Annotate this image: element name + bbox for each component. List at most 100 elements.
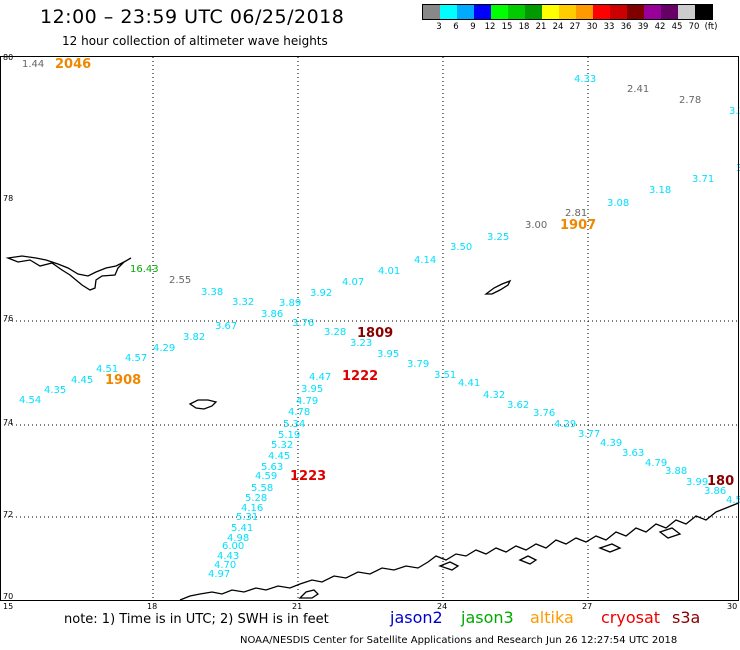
legend-swatch: [491, 5, 508, 19]
coastline-segment: [5, 255, 132, 291]
legend-label: 42: [654, 22, 666, 32]
legend-label: 27: [569, 22, 581, 32]
legend-label: 39: [637, 22, 649, 32]
legend-swatch: [678, 5, 695, 19]
lon-label: 18: [147, 602, 157, 611]
swh-reading: 3.62: [507, 400, 529, 411]
swh-reading: 5.31: [236, 512, 258, 523]
lat-label: 80: [3, 53, 13, 62]
swh-reading: 4.14: [414, 255, 436, 266]
swh-reading: 4.16: [241, 503, 263, 514]
pass-time: 1222: [342, 369, 378, 384]
swh-reading: 4.51: [96, 364, 118, 375]
pass-time: 1908: [105, 373, 141, 388]
coastline: [5, 255, 740, 601]
swh-reading: 4.29: [554, 419, 576, 430]
swh-reading: 3.08: [607, 198, 629, 209]
swh-reading: 4.45: [71, 375, 93, 386]
swh-reading: 3.25: [487, 232, 509, 243]
pass-time: 1907: [560, 218, 596, 233]
legend-swatch: [593, 5, 610, 19]
swh-reading: 3.77: [578, 429, 600, 440]
swh-reading: 4.59: [255, 471, 277, 482]
legend-label: 15: [501, 22, 513, 32]
lon-label: 24: [437, 602, 447, 611]
swh-reading: 3.89: [279, 298, 301, 309]
coastline-segment: [438, 561, 460, 571]
lon-label: 21: [292, 602, 302, 611]
swh-reading: 5.19: [278, 430, 300, 441]
legend-label: 21: [535, 22, 547, 32]
swh-reading: 4.45: [268, 451, 290, 462]
swh-reading: 3.71: [692, 174, 714, 185]
legend-label: 45: [671, 22, 683, 32]
pass-time: 2046: [55, 57, 91, 72]
legend-label: 36: [620, 22, 632, 32]
coastline-segment: [598, 543, 622, 553]
map-title: 12:00 – 23:59 UTC 06/25/2018: [40, 6, 345, 28]
legend-swatch: [559, 5, 576, 19]
map-grid: [0, 57, 739, 600]
swh-reading: 4.41: [458, 378, 480, 389]
legend-swatch: [440, 5, 457, 19]
swh-reading: 3.38: [729, 106, 740, 117]
satellite-s3a: s3a: [672, 608, 701, 627]
swh-reading: 4.39: [600, 438, 622, 449]
swh-reading: 5.41: [231, 523, 253, 534]
legend-label: 33: [603, 22, 615, 32]
lat-label: 78: [3, 194, 13, 203]
swh-reading: 2.41: [627, 84, 649, 95]
legend-swatch: [661, 5, 678, 19]
legend-swatch: [576, 5, 593, 19]
swh-reading: 3.23: [350, 338, 372, 349]
legend-label: 12: [484, 22, 496, 32]
swh-reading: 3.00: [525, 220, 547, 231]
legend-label: 6: [453, 22, 459, 32]
swh-reading: 4.43: [217, 551, 239, 562]
pass-times: 2046 1907 1809 1908 1222 1223 180: [55, 57, 734, 489]
swh-reading: 2.78: [679, 95, 701, 106]
swh-reading: 3.18: [649, 185, 671, 196]
legend-swatch: [627, 5, 644, 19]
swh-readings: 1.44 4.33 2.41 2.78 3.38 3.71 3.18 3.08 2.81 3.00…: [19, 59, 740, 580]
swh-reading: 4.97: [208, 569, 230, 580]
pass-time: 1809: [357, 326, 393, 341]
legend-swatch: [508, 5, 525, 19]
satellite-cryosat: cryosat: [601, 608, 661, 627]
legend-swatch: [525, 5, 542, 19]
legend-label: 3: [436, 22, 442, 32]
satellite-jason2: jason2: [390, 608, 443, 627]
swh-reading: 3.38: [201, 287, 223, 298]
swh-reading: 4.47: [309, 372, 331, 383]
swh-reading: 16.43: [130, 264, 159, 275]
swh-reading: 3.32: [232, 297, 254, 308]
lon-label: 15: [3, 602, 13, 611]
swh-reading: 4.79: [296, 396, 318, 407]
legend-label: 30: [586, 22, 598, 32]
coastline-segment: [298, 589, 320, 599]
map-frame: [0, 56, 739, 601]
swh-reading: 4.57: [125, 353, 147, 364]
swh-reading: 3.86: [261, 309, 283, 320]
map-subtitle: 12 hour collection of altimeter wave hei…: [62, 34, 328, 48]
swh-reading: 5.63: [261, 462, 283, 473]
footer-credit: NOAA/NESDIS Center for Satellite Applica…: [240, 635, 678, 646]
lat-label: 72: [3, 510, 13, 519]
coastline-segment: [484, 279, 512, 295]
legend-label: 70: [688, 22, 700, 32]
lon-label: 27: [582, 602, 592, 611]
footer-note: note: 1) Time is in UTC; 2) SWH is in fe…: [64, 612, 329, 627]
legend-swatch: [457, 5, 474, 19]
lat-label: 70: [3, 592, 13, 601]
swh-reading: 2.81: [565, 208, 587, 219]
swh-reading: 6.00: [222, 541, 244, 552]
swh-reading: 4.07: [342, 277, 364, 288]
swh-reading: 3.86: [704, 486, 726, 497]
satellite-altika: altika: [530, 608, 574, 627]
swh-reading: 3.88: [665, 466, 687, 477]
swh-reading: 4.01: [378, 266, 400, 277]
swh-reading: 5.58: [251, 483, 273, 494]
legend-label: (ft): [704, 22, 718, 32]
swh-reading: 4.70: [214, 560, 236, 571]
